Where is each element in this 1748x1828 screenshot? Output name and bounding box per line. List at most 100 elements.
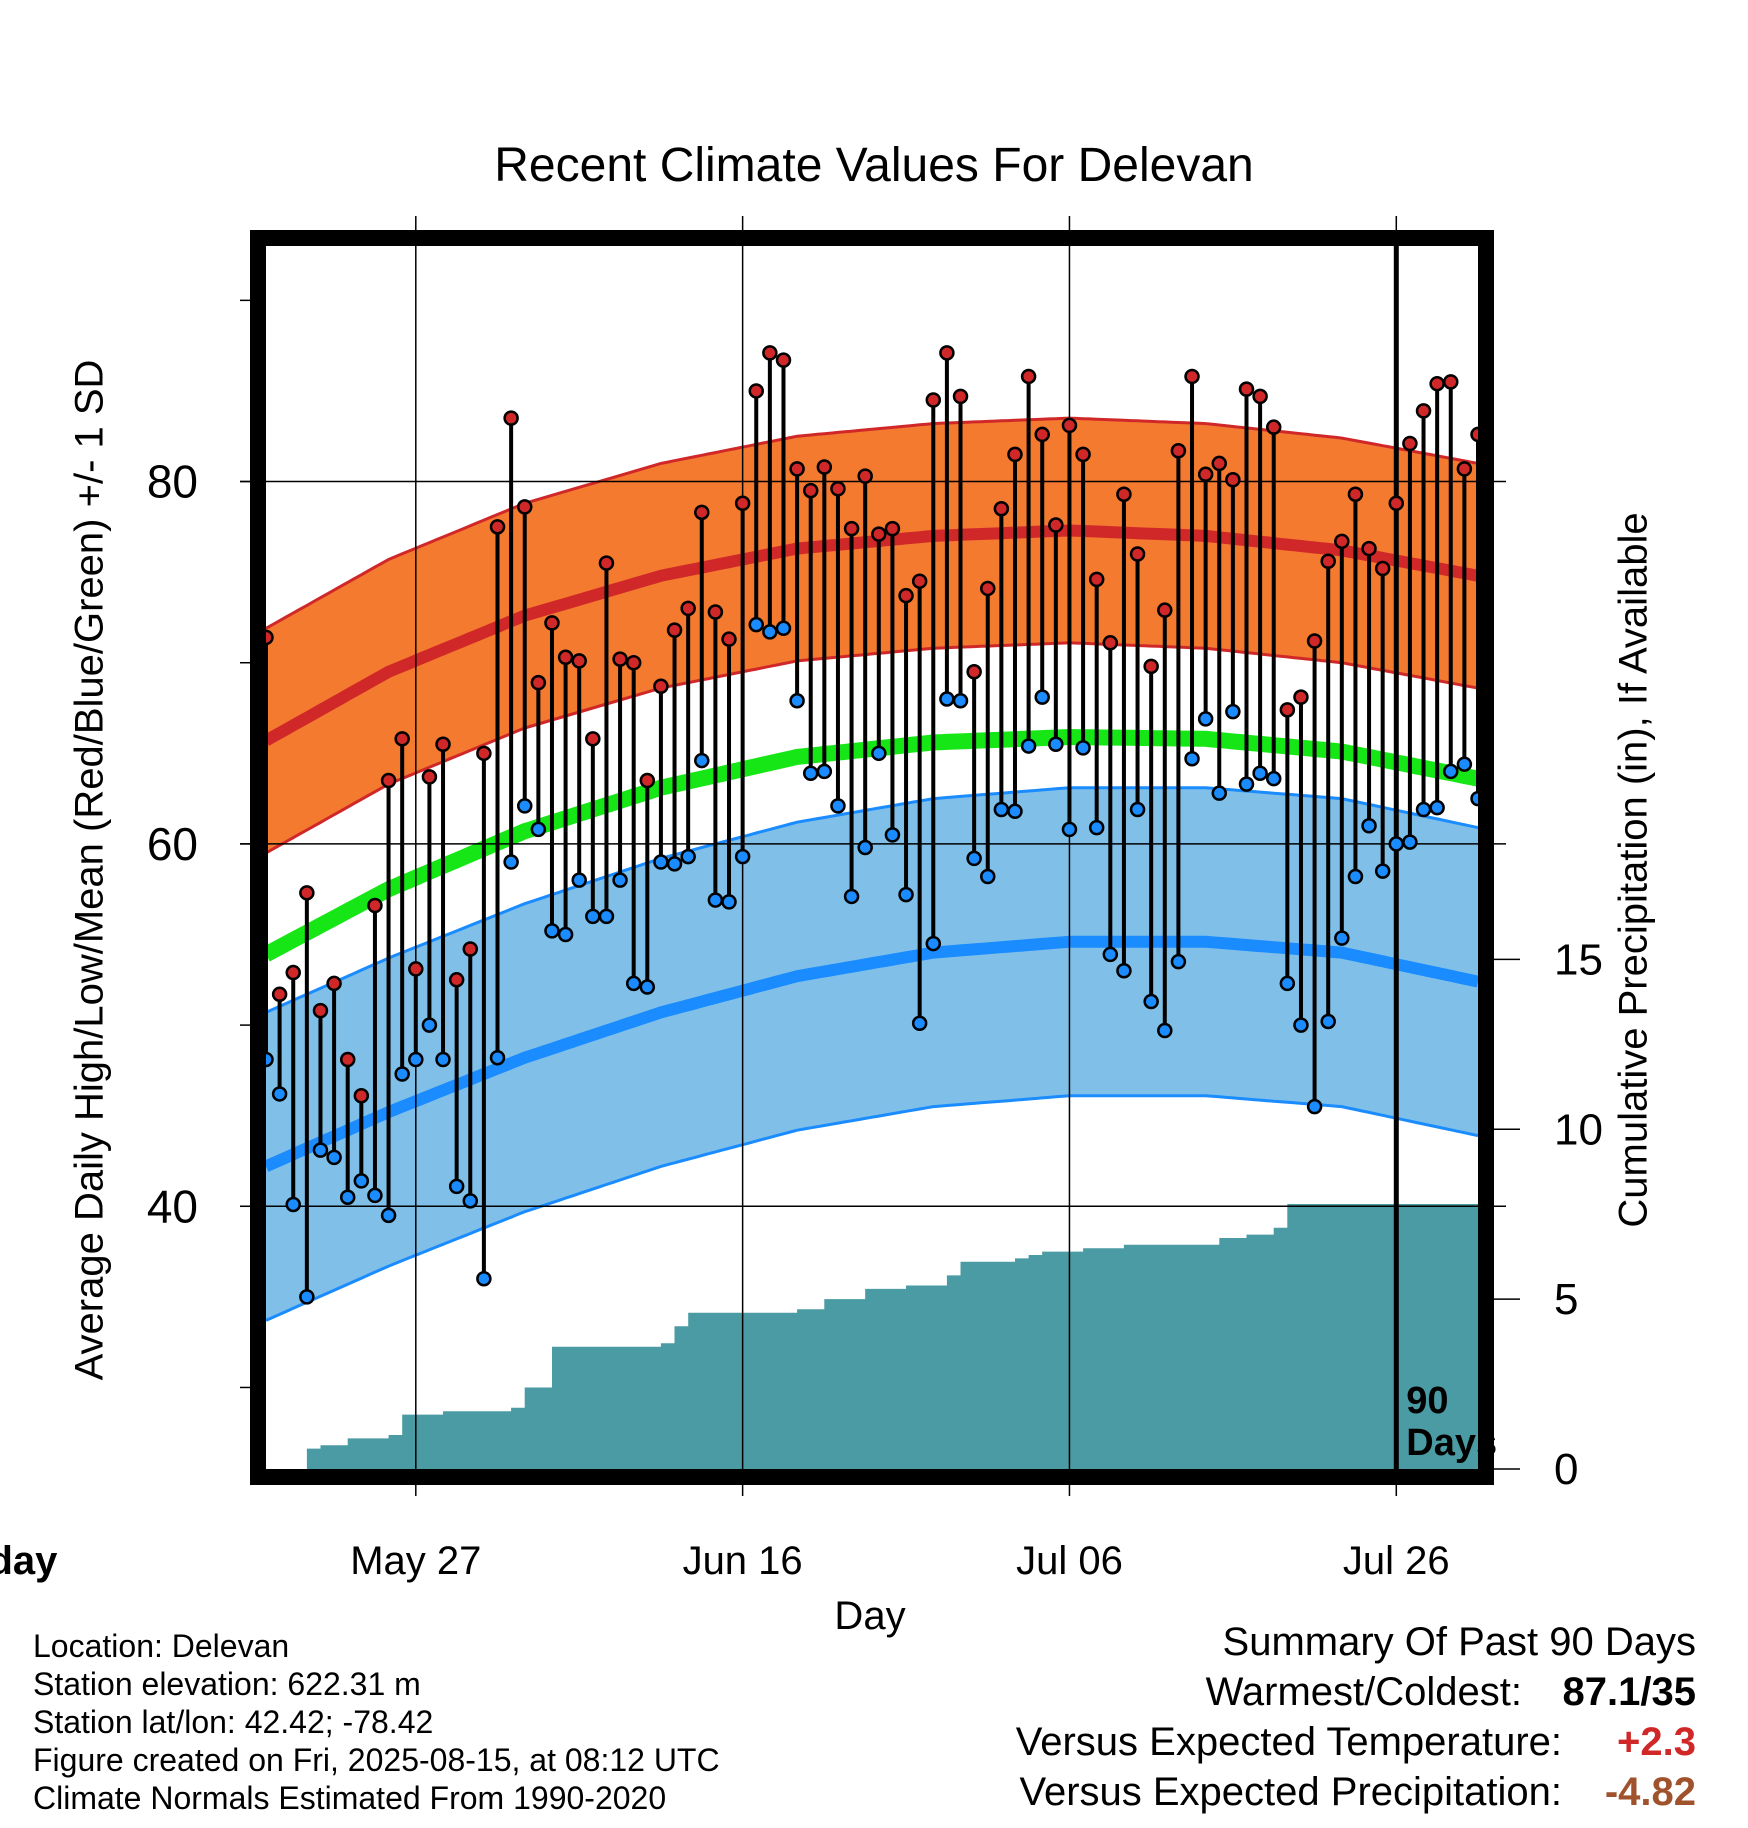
low-point: [1129, 801, 1146, 818]
high-point: [721, 631, 737, 647]
high-point: [1034, 426, 1050, 443]
high-point: [489, 519, 506, 535]
high-point: [1443, 374, 1459, 390]
low-point: [1034, 689, 1050, 705]
high-point: [884, 520, 901, 537]
summary-warmest-value: 87.1/35: [1562, 1670, 1696, 1714]
low-point: [789, 693, 805, 709]
low-point: [1265, 770, 1282, 787]
low-point: [380, 1207, 397, 1224]
low-point: [939, 691, 955, 707]
y-axis-label: Average Daily High/Low/Mean (Red/Blue/Gr…: [67, 359, 112, 1381]
low-point: [1020, 738, 1037, 754]
today-marker-label: 90: [1406, 1380, 1448, 1422]
high-point: [394, 731, 410, 747]
low-point: [1197, 711, 1214, 727]
summary-warmest-label: Warmest/Coldest:: [1205, 1670, 1522, 1714]
daily-range-bars: [258, 345, 1486, 1305]
high-point: [476, 745, 492, 762]
low-point: [802, 765, 819, 781]
high-point: [1361, 540, 1377, 557]
low-point: [1048, 736, 1064, 753]
high-point: [612, 651, 628, 667]
high-point: [598, 555, 615, 571]
low-point: [571, 872, 587, 888]
high-point: [1429, 375, 1445, 392]
high-point: [925, 392, 942, 408]
high-point: [952, 388, 969, 405]
high-point: [435, 736, 451, 753]
high-point: [1170, 442, 1187, 459]
high-point: [1279, 702, 1296, 718]
low-point: [680, 848, 696, 865]
low-point: [1170, 953, 1187, 970]
low-point: [1238, 776, 1255, 792]
low-point: [694, 752, 710, 769]
y-tick-label-40: 40: [147, 1180, 198, 1232]
y2-axis-label: Cumulative Precipitation (in), If Availa…: [1611, 512, 1656, 1228]
low-point: [285, 1196, 301, 1213]
high-point: [421, 769, 438, 785]
summary-temp-value: +2.3: [1617, 1720, 1696, 1764]
info-location: Location: Delevan: [33, 1628, 290, 1664]
high-point: [775, 352, 792, 368]
normal-low-band-lower: [265, 1094, 1479, 1322]
x-tick-label-0: May 27: [350, 1539, 481, 1583]
plot-frame: [250, 230, 1494, 1485]
low-point: [911, 1015, 928, 1032]
high-point: [966, 664, 982, 680]
low-point: [639, 979, 656, 995]
low-point: [408, 1051, 424, 1068]
precip-area: [266, 1204, 1478, 1469]
normal-low-line: [263, 935, 1480, 1172]
high-point: [871, 526, 887, 542]
high-point: [1184, 368, 1200, 385]
low-point: [952, 693, 969, 709]
high-point: [1088, 571, 1105, 588]
low-point: [1306, 1098, 1323, 1115]
low-point: [1456, 756, 1473, 772]
low-point: [448, 1178, 465, 1195]
high-point: [762, 345, 778, 361]
normal-low-band-upper: [265, 786, 1479, 1014]
info-elevation: Station elevation: 622.31 m: [33, 1666, 421, 1702]
high-point: [625, 654, 642, 671]
high-point: [271, 986, 288, 1003]
high-point: [843, 520, 860, 537]
low-point: [857, 839, 873, 856]
low-point: [1088, 819, 1105, 836]
high-point: [1129, 546, 1146, 562]
high-point: [1238, 381, 1255, 397]
low-point: [462, 1193, 479, 1209]
low-point: [1293, 1017, 1309, 1033]
y2-tick-label-5: 5: [1554, 1275, 1578, 1324]
x-tick-label-3: Jul 26: [1343, 1539, 1450, 1583]
y2-tick-label-10: 10: [1554, 1105, 1603, 1154]
summary-precip-value: -4.82: [1604, 1770, 1696, 1814]
high-point: [911, 573, 928, 589]
low-point: [271, 1086, 288, 1102]
low-point: [1075, 740, 1091, 756]
low-point: [1157, 1022, 1173, 1039]
low-point: [1415, 801, 1432, 818]
high-point: [571, 653, 587, 669]
low-point: [980, 868, 996, 885]
today-marker-label: Days: [1406, 1422, 1497, 1464]
high-point: [544, 615, 560, 631]
normal-mean-line: [262, 728, 1480, 962]
low-point: [1252, 765, 1268, 781]
high-point: [939, 345, 955, 361]
normal-bands: [262, 416, 1480, 1322]
low-point: [516, 798, 533, 814]
high-point: [285, 964, 301, 981]
low-point: [435, 1051, 451, 1068]
low-point: [843, 888, 860, 905]
low-point: [1443, 763, 1459, 780]
low-point: [367, 1187, 383, 1204]
low-point: [925, 935, 942, 952]
high-point: [462, 941, 479, 957]
high-point: [748, 383, 764, 399]
high-point: [1197, 466, 1214, 483]
high-point: [1048, 517, 1064, 533]
